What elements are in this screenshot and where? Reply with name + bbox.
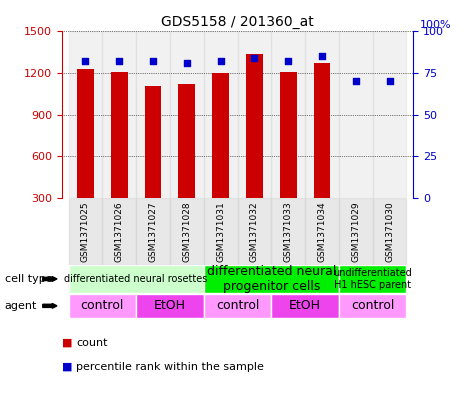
Text: agent: agent [5, 301, 37, 311]
Bar [339, 31, 373, 198]
Point [149, 58, 157, 64]
FancyBboxPatch shape [204, 294, 271, 318]
Text: ■: ■ [62, 362, 72, 371]
Bar [77, 69, 94, 198]
Point [82, 58, 89, 64]
Bar [238, 198, 271, 264]
Text: GSM1371030: GSM1371030 [385, 201, 394, 262]
Text: GSM1371029: GSM1371029 [352, 201, 361, 262]
Bar [280, 72, 297, 198]
Text: GSM1371027: GSM1371027 [149, 201, 158, 262]
Bar [238, 31, 271, 198]
Bar [381, 198, 398, 204]
Text: count: count [76, 338, 107, 348]
Point [285, 58, 292, 64]
Bar [373, 198, 407, 264]
Bar [144, 86, 162, 198]
Bar [136, 31, 170, 198]
FancyBboxPatch shape [68, 294, 136, 318]
Bar [212, 73, 229, 198]
Text: cell type: cell type [5, 274, 52, 284]
Bar [136, 198, 170, 264]
Bar [68, 31, 102, 198]
Bar [204, 31, 238, 198]
Bar [238, 264, 271, 293]
Bar [347, 198, 364, 232]
Point [183, 60, 190, 66]
FancyBboxPatch shape [339, 294, 407, 318]
Bar [339, 264, 373, 293]
Bar [339, 198, 373, 264]
Text: EtOH: EtOH [289, 299, 321, 312]
Point [386, 78, 393, 84]
Bar [102, 264, 136, 293]
Point [251, 55, 258, 61]
Text: GSM1371033: GSM1371033 [284, 201, 293, 262]
Point [318, 53, 326, 60]
Bar [305, 198, 339, 264]
Bar [178, 84, 195, 198]
Text: GSM1371028: GSM1371028 [182, 201, 191, 262]
Text: GSM1371032: GSM1371032 [250, 201, 259, 262]
Bar [314, 63, 331, 198]
Text: GSM1371031: GSM1371031 [216, 201, 225, 262]
Bar [305, 31, 339, 198]
Bar [246, 53, 263, 198]
Bar [271, 198, 305, 264]
Bar [136, 264, 170, 293]
Text: GSM1371025: GSM1371025 [81, 201, 90, 262]
Bar [204, 264, 238, 293]
FancyBboxPatch shape [271, 294, 339, 318]
Point [115, 58, 123, 64]
FancyBboxPatch shape [339, 265, 407, 293]
FancyBboxPatch shape [204, 265, 339, 293]
Text: GSM1371026: GSM1371026 [114, 201, 124, 262]
Bar [111, 72, 128, 198]
Text: control: control [81, 299, 124, 312]
Bar [373, 264, 407, 293]
Text: GSM1371034: GSM1371034 [317, 201, 326, 262]
Bar [102, 198, 136, 264]
Text: control: control [216, 299, 259, 312]
Text: differentiated neural rosettes: differentiated neural rosettes [65, 274, 208, 284]
Text: 100%: 100% [420, 20, 452, 30]
Point [217, 58, 224, 64]
Bar [204, 198, 238, 264]
Text: differentiated neural
progenitor cells: differentiated neural progenitor cells [207, 265, 336, 293]
Bar [102, 31, 136, 198]
Bar [170, 31, 204, 198]
FancyBboxPatch shape [136, 294, 204, 318]
Bar [68, 198, 102, 264]
Bar [271, 31, 305, 198]
Point [352, 78, 360, 84]
Text: control: control [351, 299, 394, 312]
Bar [68, 264, 102, 293]
Bar [271, 264, 305, 293]
FancyBboxPatch shape [68, 265, 204, 293]
Bar [305, 264, 339, 293]
Bar [170, 198, 204, 264]
Text: percentile rank within the sample: percentile rank within the sample [76, 362, 264, 371]
Title: GDS5158 / 201360_at: GDS5158 / 201360_at [161, 15, 314, 29]
Text: undifferentiated
H1 hESC parent: undifferentiated H1 hESC parent [333, 268, 412, 290]
Text: ■: ■ [62, 338, 72, 348]
Bar [170, 264, 204, 293]
Bar [373, 31, 407, 198]
Text: EtOH: EtOH [154, 299, 186, 312]
